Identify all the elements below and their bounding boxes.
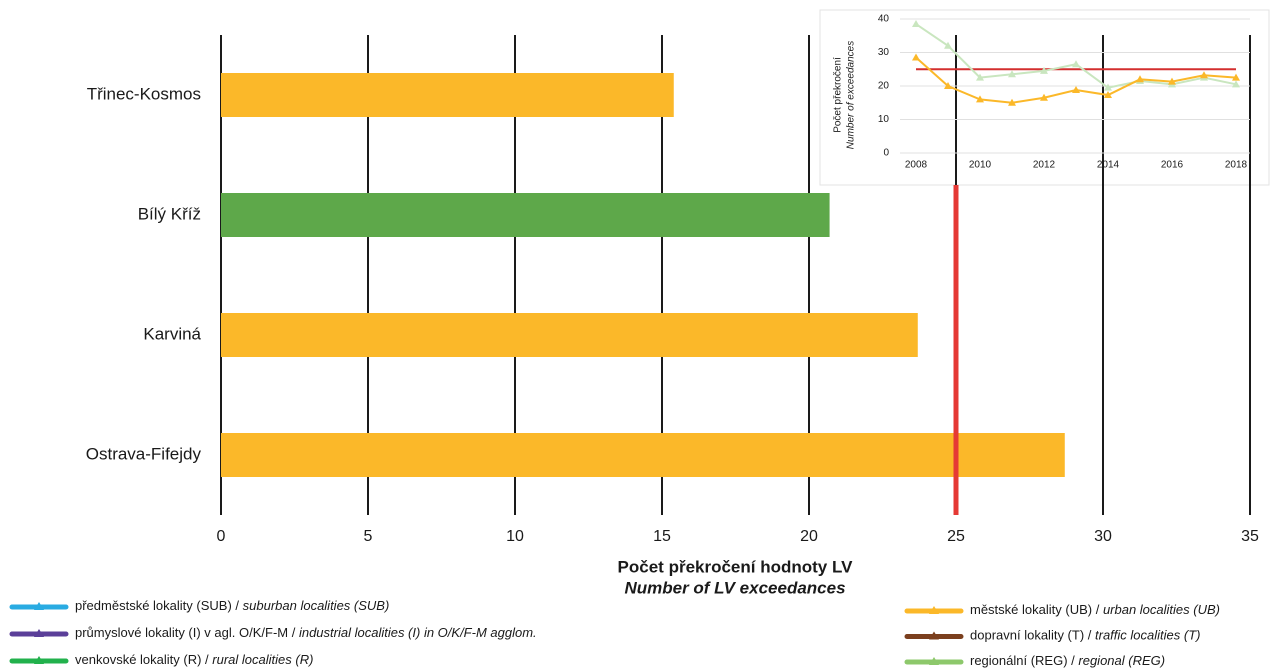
inset-point bbox=[1200, 71, 1208, 79]
inset-point bbox=[1008, 98, 1016, 106]
inset-y-tick-label: 30 bbox=[878, 47, 890, 58]
legend-entry: průmyslové lokality (I) v agl. O/K/F-M /… bbox=[75, 625, 537, 640]
legend-marker bbox=[929, 606, 939, 614]
inset-point bbox=[976, 95, 984, 103]
inset-point bbox=[1232, 80, 1240, 88]
legend-name: průmyslové lokality (I) v agl. O/K/F-M / bbox=[75, 625, 296, 640]
legend-marker bbox=[34, 602, 44, 610]
legend-name-en: traffic localities (T) bbox=[1095, 628, 1200, 643]
legend-entry: předměstské lokality (SUB) / suburban lo… bbox=[75, 598, 389, 613]
inset-plot: 0 10 20 30 40 2008 2010 2012 2014 2016 2018 Počet p… bbox=[833, 14, 1250, 171]
legend-name: městské lokality (UB) / bbox=[970, 602, 1100, 617]
inset-y-tick-label: 10 bbox=[878, 114, 890, 125]
inset-point bbox=[1168, 77, 1176, 85]
x-tick-label: 25 bbox=[947, 528, 965, 545]
x-tick-label: 20 bbox=[800, 528, 818, 545]
legend-entry: venkovské lokality (R) / rural localitie… bbox=[75, 652, 313, 667]
bar bbox=[221, 193, 830, 237]
inset-point bbox=[1040, 93, 1048, 101]
inset-point bbox=[944, 82, 952, 89]
x-axis-label-en: Number of LV exceedances bbox=[624, 578, 845, 597]
inset-y-label: Počet překročení bbox=[833, 57, 844, 133]
legend-name: předměstské lokality (SUB) / bbox=[75, 598, 239, 613]
legend-name: dopravní lokality (T) / bbox=[970, 628, 1092, 643]
inset-point bbox=[944, 41, 952, 49]
y-tick-label: Bílý Kříž bbox=[138, 204, 201, 223]
bar bbox=[221, 433, 1065, 477]
legend: předměstské lokality (SUB) / suburban lo… bbox=[9, 598, 1220, 668]
x-tick-label: 0 bbox=[217, 528, 226, 545]
legend-entry: dopravní lokality (T) / traffic localiti… bbox=[970, 628, 1200, 643]
legend-marker bbox=[34, 656, 44, 664]
inset-x-tick-label: 2014 bbox=[1097, 160, 1120, 171]
y-tick-label: Třinec-Kosmos bbox=[87, 84, 201, 103]
y-tick-label: Ostrava-Fifejdy bbox=[86, 444, 202, 463]
legend-name-en: industrial localities (I) in O/K/F-M agg… bbox=[299, 625, 537, 640]
inset-point bbox=[1136, 75, 1144, 83]
x-tick-label: 30 bbox=[1094, 528, 1112, 545]
inset-point bbox=[1072, 60, 1080, 68]
bar bbox=[221, 313, 918, 357]
main-plot: 0 5 10 15 20 25 30 35 Třinec-Kosmos Bílý Kříž Karv… bbox=[86, 35, 1259, 545]
inset-point bbox=[912, 53, 920, 61]
x-axis-label: Počet překročení hodnoty LV bbox=[618, 557, 854, 576]
inset-y-label-en: Number of exceedances bbox=[846, 41, 857, 149]
inset-y-tick-label: 40 bbox=[878, 14, 890, 25]
inset-x-tick-label: 2008 bbox=[905, 160, 928, 171]
inset-x-tick-label: 2016 bbox=[1161, 160, 1184, 171]
x-tick-label: 35 bbox=[1241, 528, 1259, 545]
bar bbox=[221, 73, 674, 117]
inset-x-tick-label: 2010 bbox=[969, 160, 992, 171]
legend-name: venkovské lokality (R) / bbox=[75, 652, 209, 667]
inset-x-tick-label: 2012 bbox=[1033, 160, 1056, 171]
legend-name: regionální (REG) / bbox=[970, 653, 1075, 668]
legend-marker bbox=[34, 629, 44, 637]
inset-y-tick-label: 20 bbox=[878, 81, 890, 92]
legend-name-en: regional (REG) bbox=[1078, 653, 1165, 668]
x-tick-label: 10 bbox=[506, 528, 524, 545]
legend-name-en: suburban localities (SUB) bbox=[243, 598, 390, 613]
legend-name-en: urban localities (UB) bbox=[1103, 602, 1220, 617]
inset-point bbox=[1040, 66, 1048, 74]
inset-point bbox=[1104, 83, 1112, 91]
legend-name-en: rural localities (R) bbox=[212, 652, 313, 667]
inset-x-tick-label: 2018 bbox=[1225, 160, 1248, 171]
legend-marker bbox=[929, 657, 939, 665]
legend-entry: regionální (REG) / regional (REG) bbox=[970, 653, 1165, 668]
legend-marker bbox=[929, 631, 939, 640]
legend-entry: městské lokality (UB) / urban localities… bbox=[970, 602, 1220, 617]
x-tick-label: 15 bbox=[653, 528, 671, 545]
inset-point bbox=[1072, 86, 1080, 94]
inset-point bbox=[976, 73, 984, 81]
y-tick-label: Karviná bbox=[143, 324, 201, 343]
x-tick-label: 5 bbox=[364, 528, 373, 545]
inset-point bbox=[1008, 70, 1016, 78]
inset-point bbox=[912, 20, 920, 28]
inset-point bbox=[1104, 91, 1112, 99]
inset-y-tick-label: 0 bbox=[883, 148, 889, 159]
inset-point bbox=[1232, 73, 1240, 81]
